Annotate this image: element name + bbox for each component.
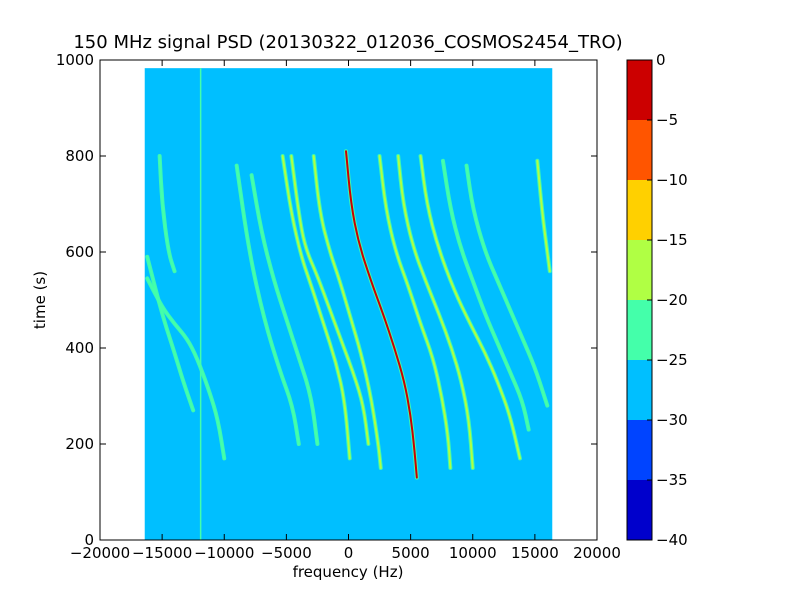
y-tick-label-1: 200 — [65, 435, 94, 453]
doppler-trace-core-4 — [250, 174, 319, 445]
x-tick-label-0: −20000 — [70, 544, 130, 562]
doppler-trace-2 — [157, 154, 177, 274]
x-tick-label-5: 5000 — [392, 544, 430, 562]
colorbar-tick-label-7: −5 — [656, 111, 678, 129]
chart-title: 150 MHz signal PSD (20130322_012036_COSM… — [73, 32, 622, 53]
doppler-trace-core-1 — [146, 277, 226, 460]
y-tick-label-2: 400 — [65, 339, 94, 357]
doppler-trace-core-6 — [290, 155, 370, 445]
colorbar: −40 −35 −30 −25 −20 −15 −10 −5 0 — [626, 51, 688, 549]
doppler-trace-14 — [535, 158, 552, 274]
colorbar-segment-4 — [627, 240, 652, 300]
heatmap-layer — [144, 68, 553, 540]
colorbar-segment-1 — [627, 420, 652, 480]
doppler-trace-core-11 — [419, 155, 521, 460]
x-tick-label-1: −15000 — [132, 544, 192, 562]
doppler-trace-8 — [344, 149, 419, 480]
colorbar-tick-label-3: −25 — [656, 351, 688, 369]
colorbar-segment-5 — [627, 180, 652, 240]
colorbar-tick-label-6: −10 — [656, 171, 688, 189]
y-axis-label: time (s) — [31, 271, 49, 329]
colorbar-tick-label-5: −15 — [656, 231, 688, 249]
colorbar-tick-label-1: −35 — [656, 471, 688, 489]
x-tick-label-7: 15000 — [511, 544, 559, 562]
colorbar-segment-3 — [627, 300, 652, 360]
doppler-trace-1 — [145, 276, 227, 461]
y-axis: 0 200 400 600 800 1000 — [56, 51, 597, 549]
x-tick-label-8: 20000 — [573, 544, 621, 562]
x-axis: −20000 −15000 −10000 −5000 0 5000 10000 15000 20… — [70, 60, 621, 562]
x-tick-label-4: 0 — [344, 544, 354, 562]
colorbar-tick-label-0: −40 — [656, 531, 688, 549]
doppler-trace-core-2 — [158, 155, 176, 273]
doppler-trace-core-5 — [281, 155, 351, 460]
colorbar-segment-0 — [627, 480, 652, 540]
y-tick-label-0: 0 — [84, 531, 94, 549]
y-tick-label-4: 800 — [65, 147, 94, 165]
x-tick-label-3: −5000 — [261, 544, 312, 562]
colorbar-tick-label-2: −30 — [656, 411, 688, 429]
doppler-trace-12 — [440, 158, 531, 432]
x-tick-label-6: 10000 — [449, 544, 497, 562]
doppler-trace-0 — [145, 254, 196, 413]
doppler-trace-core-13 — [465, 164, 549, 407]
colorbar-segment-2 — [627, 360, 652, 420]
x-axis-label: frequency (Hz) — [293, 563, 404, 581]
doppler-trace-13 — [464, 163, 550, 408]
colorbar-segment-7 — [627, 60, 652, 120]
plot-area: −20000 −15000 −10000 −5000 0 5000 10000 15000 20… — [56, 51, 621, 562]
doppler-trace-4 — [249, 173, 320, 446]
doppler-trace-6 — [289, 154, 371, 446]
y-tick-label-3: 600 — [65, 243, 94, 261]
y-tick-label-5: 1000 — [56, 51, 94, 69]
doppler-trace-core-7 — [312, 155, 382, 469]
colorbar-tick-label-4: −20 — [656, 291, 688, 309]
colorbar-tick-label-8: 0 — [656, 51, 666, 69]
colorbar-segment-6 — [627, 120, 652, 180]
doppler-trace-3 — [234, 163, 301, 446]
doppler-trace-9 — [377, 154, 453, 470]
doppler-trace-11 — [418, 154, 522, 461]
doppler-trace-core-10 — [397, 155, 474, 469]
doppler-trace-core-9 — [378, 155, 452, 469]
doppler-trace-5 — [280, 154, 352, 461]
doppler-trace-7 — [311, 154, 383, 470]
doppler-trace-core-3 — [235, 164, 300, 445]
doppler-trace-core-14 — [536, 159, 551, 273]
doppler-trace-core-8 — [345, 150, 418, 479]
doppler-trace-core-12 — [441, 159, 530, 431]
x-tick-label-2: −10000 — [194, 544, 254, 562]
doppler-trace-core-0 — [146, 255, 195, 412]
doppler-trace-10 — [396, 154, 475, 470]
